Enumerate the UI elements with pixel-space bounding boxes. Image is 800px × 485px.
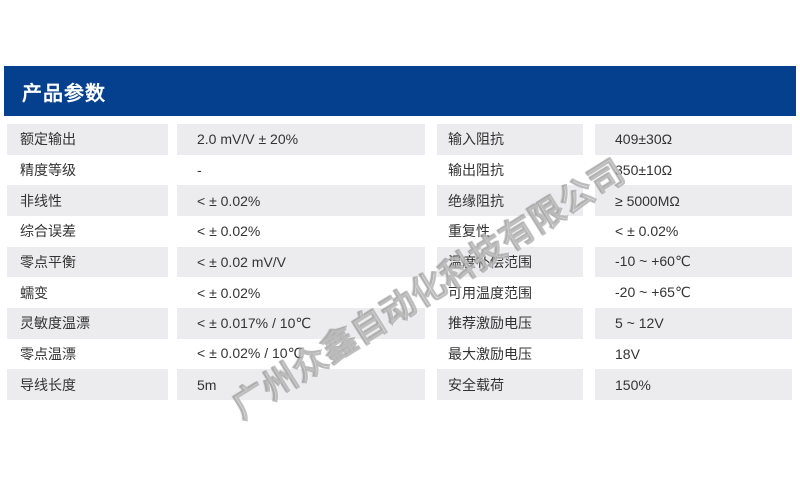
param-label: 综合误差 xyxy=(20,223,76,240)
column-divider xyxy=(168,154,177,186)
section-header: 产品参数 xyxy=(4,66,796,116)
param-value: 350±10Ω xyxy=(615,161,673,178)
param-value: < ± 0.02 mV/V xyxy=(177,246,425,278)
column-divider xyxy=(583,124,595,155)
table-row: 额定输出 2.0 mV/V ± 20% 输入阻抗 409±30Ω xyxy=(7,124,792,155)
param-value: 409±30Ω xyxy=(595,124,792,155)
column-divider xyxy=(168,307,177,339)
column-divider xyxy=(168,246,177,278)
column-divider xyxy=(168,124,177,155)
table-row: 非线性 < ± 0.02% 绝缘阻抗 ≥ 5000MΩ xyxy=(7,185,792,216)
column-divider xyxy=(583,277,595,308)
table-row: 精度等级 - 输出阻抗 350±10Ω xyxy=(7,154,792,186)
param-label: 可用温度范围 xyxy=(448,284,532,301)
column-divider xyxy=(425,154,437,186)
param-label: 蠕变 xyxy=(20,284,48,301)
column-divider xyxy=(168,185,177,216)
table-row: 零点温漂 < ± 0.02% / 10℃ 最大激励电压 18V xyxy=(7,338,792,370)
param-value: 2.0 mV/V ± 20% xyxy=(177,124,425,155)
param-label: 输入阻抗 xyxy=(437,124,583,155)
column-divider xyxy=(425,307,437,339)
param-value: < ± 0.02% xyxy=(177,185,425,216)
param-label: 零点温漂 xyxy=(20,345,76,362)
param-label: 精度等级 xyxy=(20,161,76,178)
param-value: < ± 0.017% / 10℃ xyxy=(177,307,425,339)
param-label: 非线性 xyxy=(7,185,168,216)
column-divider xyxy=(425,369,437,400)
column-divider xyxy=(583,154,595,186)
param-label: 导线长度 xyxy=(7,369,168,400)
param-label: 输出阻抗 xyxy=(448,161,504,178)
spec-table: 额定输出 2.0 mV/V ± 20% 输入阻抗 409±30Ω 精度等级 - 输出阻抗 35… xyxy=(7,124,792,400)
param-value: -20 ~ +65℃ xyxy=(615,284,691,301)
param-value: < ± 0.02% xyxy=(197,284,261,301)
param-value: -10 ~ +60℃ xyxy=(595,246,792,278)
column-divider xyxy=(425,215,437,247)
column-divider xyxy=(425,246,437,278)
table-row: 零点平衡 < ± 0.02 mV/V 温度补偿范围 -10 ~ +60℃ xyxy=(7,246,792,278)
param-value: < ± 0.02% / 10℃ xyxy=(197,345,304,362)
param-value: 5m xyxy=(177,369,425,400)
column-divider xyxy=(168,215,177,247)
column-divider xyxy=(168,338,177,370)
column-divider xyxy=(425,124,437,155)
section-title: 产品参数 xyxy=(22,82,106,105)
param-label: 零点平衡 xyxy=(7,246,168,278)
column-divider xyxy=(168,369,177,400)
param-value: 150% xyxy=(595,369,792,400)
param-label: 额定输出 xyxy=(7,124,168,155)
column-divider xyxy=(168,277,177,308)
param-value: - xyxy=(197,161,202,178)
column-divider xyxy=(583,369,595,400)
column-divider xyxy=(583,215,595,247)
param-label: 推荐激励电压 xyxy=(437,307,583,339)
param-value: < ± 0.02% xyxy=(615,223,679,240)
column-divider xyxy=(583,185,595,216)
table-row: 灵敏度温漂 < ± 0.017% / 10℃ 推荐激励电压 5 ~ 12V xyxy=(7,307,792,339)
table-row: 蠕变 < ± 0.02% 可用温度范围 -20 ~ +65℃ xyxy=(7,277,792,308)
column-divider xyxy=(425,185,437,216)
param-value: 18V xyxy=(615,345,640,362)
column-divider xyxy=(583,246,595,278)
column-divider xyxy=(425,277,437,308)
param-label: 重复性 xyxy=(448,223,490,240)
param-label: 安全载荷 xyxy=(437,369,583,400)
param-value: ≥ 5000MΩ xyxy=(595,185,792,216)
param-value: < ± 0.02% xyxy=(197,223,261,240)
param-label: 温度补偿范围 xyxy=(437,246,583,278)
table-row: 导线长度 5m 安全载荷 150% xyxy=(7,369,792,400)
column-divider xyxy=(583,338,595,370)
param-label: 最大激励电压 xyxy=(448,345,532,362)
param-label: 绝缘阻抗 xyxy=(437,185,583,216)
param-label: 灵敏度温漂 xyxy=(7,307,168,339)
table-row: 综合误差 < ± 0.02% 重复性 < ± 0.02% xyxy=(7,215,792,247)
column-divider xyxy=(583,307,595,339)
column-divider xyxy=(425,338,437,370)
param-value: 5 ~ 12V xyxy=(595,307,792,339)
